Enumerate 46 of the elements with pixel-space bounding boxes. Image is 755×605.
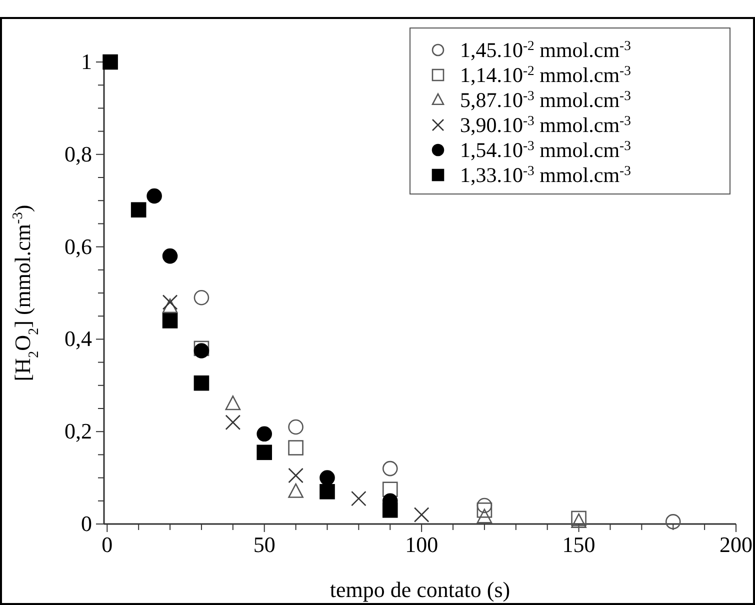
point (162, 298, 178, 314)
point (162, 313, 178, 328)
point (256, 444, 272, 460)
legend-label: 1,33.10$^{-3}$ mmol.cm$^{-3}$ (460, 162, 632, 187)
point (288, 483, 304, 498)
x-tick-label: 50 (253, 532, 276, 557)
point (102, 54, 118, 70)
point (382, 502, 398, 518)
legend-label: 1,14.10$^{-2}$ mmol.cm$^{-3}$ (460, 62, 632, 87)
point (476, 498, 492, 514)
point (146, 188, 162, 204)
y-tick-label: 0 (81, 511, 92, 536)
point (256, 426, 272, 442)
point (476, 502, 492, 518)
x-axis-title: tempo de contato (s) (330, 577, 510, 602)
point (476, 508, 492, 524)
point (162, 294, 178, 310)
point (414, 507, 430, 522)
y-tick-label: 1 (81, 49, 92, 74)
point (288, 468, 304, 484)
point (225, 414, 241, 430)
point (225, 396, 241, 410)
x-tick-label: 0 (102, 532, 113, 557)
point (351, 490, 366, 506)
y-tick-label: 0,6 (64, 234, 92, 259)
point (382, 460, 398, 476)
x-tick-label: 100 (405, 532, 438, 557)
legend-label: 3,90.10$^{-3}$ mmol.cm$^{-3}$ (460, 112, 632, 137)
legend-label: 1,54.10$^{-3}$ mmol.cm$^{-3}$ (460, 138, 632, 162)
y-tick-label: 0,8 (64, 141, 92, 166)
y-tick-label: 0,2 (64, 418, 92, 444)
point (320, 484, 335, 500)
x-tick-label: 150 (562, 532, 596, 557)
point (162, 248, 178, 264)
legend-label: 5,87.10$^{-3}$ mmol.cm$^{-3}$ (460, 88, 632, 112)
point (288, 440, 304, 456)
point (194, 290, 210, 306)
point (320, 470, 335, 486)
point (288, 419, 304, 435)
point (194, 375, 210, 391)
x-tick-label: 200 (720, 532, 752, 557)
point (382, 482, 398, 497)
point (665, 514, 681, 530)
point (130, 202, 146, 218)
legend-label: 1,45.10$^{-2}$ mmol.cm$^{-3}$ (460, 38, 632, 62)
y-tick-label: 0,4 (64, 326, 92, 352)
